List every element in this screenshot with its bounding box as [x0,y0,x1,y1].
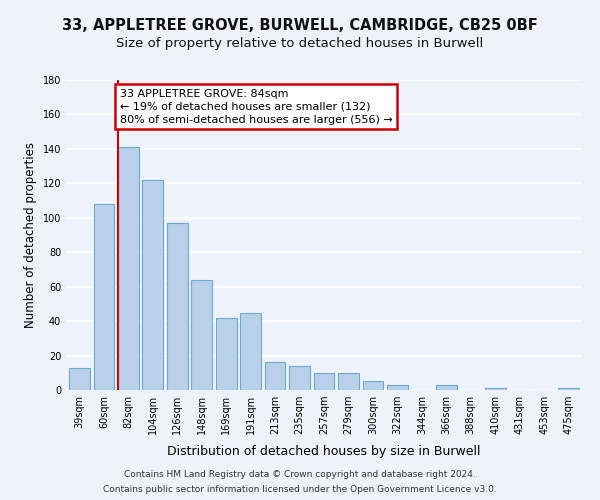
Bar [191,280,212,390]
Text: 33 APPLETREE GROVE: 84sqm
← 19% of detached houses are smaller (132)
80% of semi: 33 APPLETREE GROVE: 84sqm ← 19% of detac… [120,88,392,125]
Bar [338,373,359,390]
X-axis label: Distribution of detached houses by size in Burwell: Distribution of detached houses by size … [167,446,481,458]
Bar [167,223,188,390]
Bar [314,373,334,390]
Bar [436,385,457,390]
Text: Size of property relative to detached houses in Burwell: Size of property relative to detached ho… [116,38,484,51]
Bar [265,362,286,390]
Y-axis label: Number of detached properties: Number of detached properties [24,142,37,328]
Bar [362,382,383,390]
Bar [142,180,163,390]
Bar [240,312,261,390]
Bar [94,204,114,390]
Text: Contains public sector information licensed under the Open Government Licence v3: Contains public sector information licen… [103,485,497,494]
Bar [289,366,310,390]
Bar [485,388,506,390]
Bar [69,368,90,390]
Bar [216,318,236,390]
Bar [387,385,408,390]
Bar [118,147,139,390]
Bar [558,388,579,390]
Text: 33, APPLETREE GROVE, BURWELL, CAMBRIDGE, CB25 0BF: 33, APPLETREE GROVE, BURWELL, CAMBRIDGE,… [62,18,538,32]
Text: Contains HM Land Registry data © Crown copyright and database right 2024.: Contains HM Land Registry data © Crown c… [124,470,476,479]
